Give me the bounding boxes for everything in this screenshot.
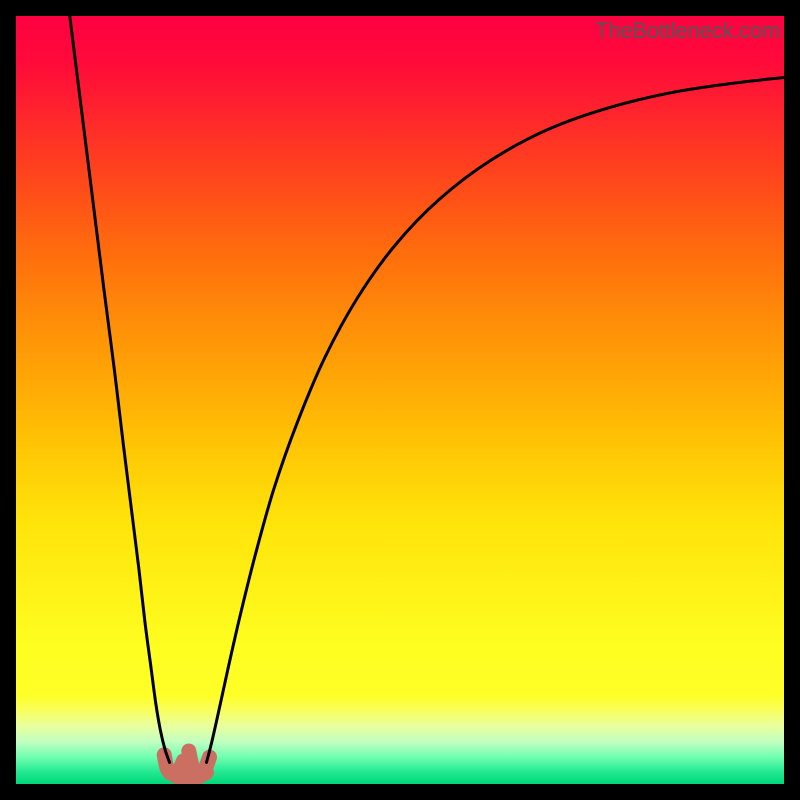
chart-svg [16,16,784,784]
gradient-background [16,16,784,784]
plot-area [16,16,784,784]
border-right [784,0,800,800]
border-top [0,0,800,16]
notch-markers [164,751,209,780]
watermark-text: TheBottleneck.com [595,18,780,44]
border-left [0,0,16,800]
chart-frame: TheBottleneck.com [0,0,800,800]
border-bottom [0,784,800,800]
